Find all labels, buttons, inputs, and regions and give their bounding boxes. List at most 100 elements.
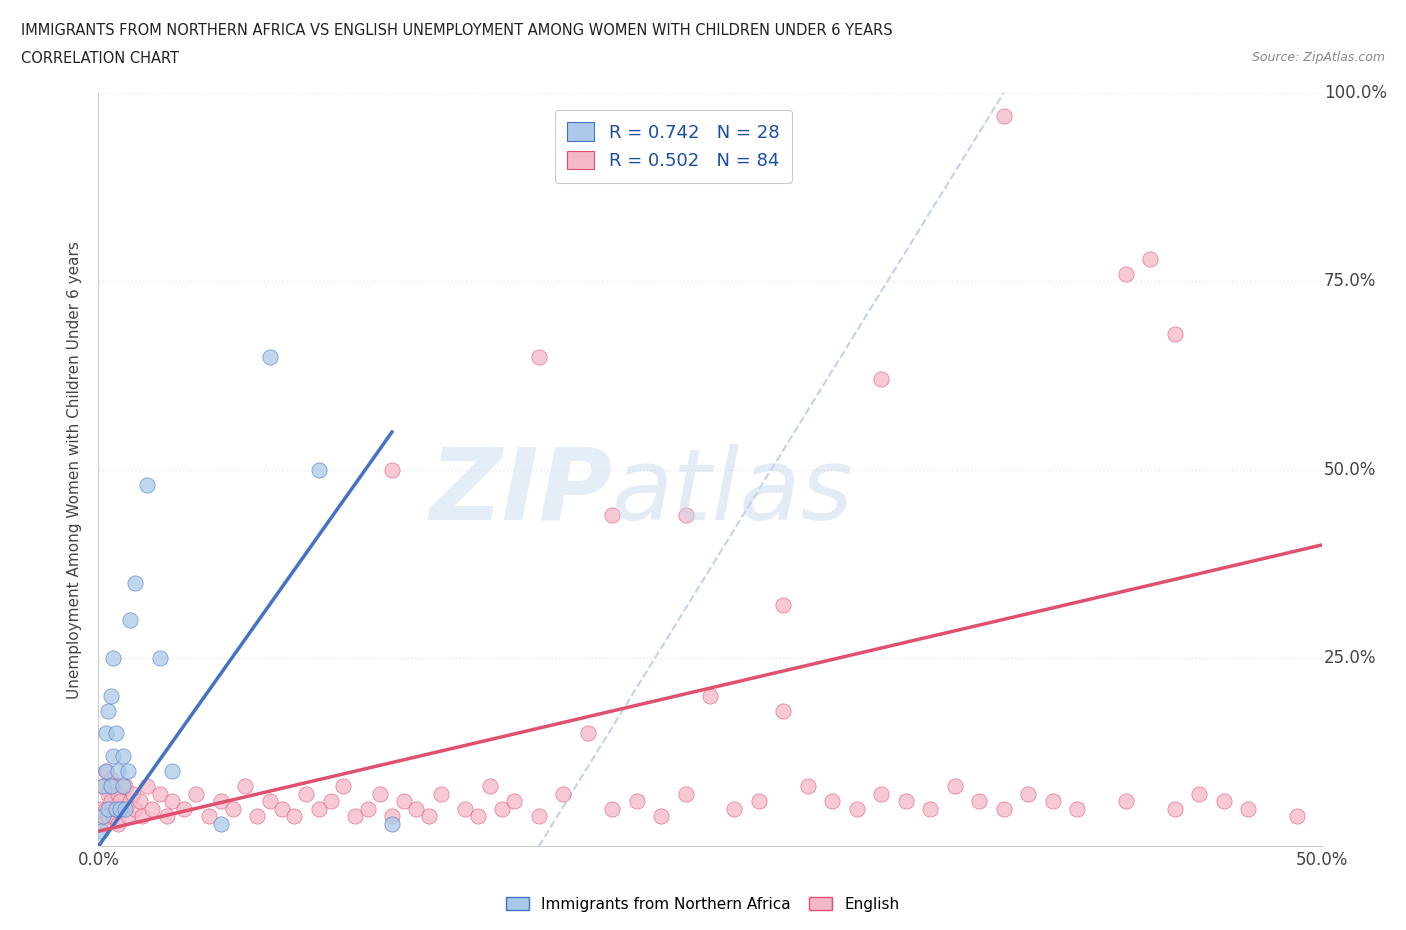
Point: [797, 778, 820, 793]
Text: ZIP: ZIP: [429, 444, 612, 540]
Point: [197, 809, 219, 824]
Point: [110, 802, 132, 817]
Point: [600, 508, 623, 523]
Point: [1164, 802, 1187, 817]
Point: [1188, 786, 1211, 801]
Point: [1017, 786, 1039, 801]
Point: [97, 802, 120, 817]
Point: [209, 817, 232, 831]
Point: [430, 786, 453, 801]
Point: [114, 778, 136, 793]
Point: [527, 349, 550, 364]
Point: [120, 613, 142, 628]
Text: CORRELATION CHART: CORRELATION CHART: [21, 51, 179, 66]
Point: [381, 817, 404, 831]
Point: [101, 749, 124, 764]
Point: [107, 764, 129, 778]
Point: [772, 598, 794, 613]
Point: [104, 726, 127, 741]
Point: [270, 802, 294, 817]
Point: [121, 786, 143, 801]
Point: [1212, 793, 1234, 808]
Point: [100, 778, 122, 793]
Point: [283, 809, 305, 824]
Point: [104, 802, 127, 817]
Point: [233, 778, 256, 793]
Point: [100, 771, 122, 786]
Point: [156, 809, 179, 824]
Point: [491, 802, 513, 817]
Point: [107, 786, 129, 801]
Point: [101, 651, 124, 666]
Point: [94, 802, 117, 817]
Text: 25.0%: 25.0%: [1324, 649, 1376, 667]
Point: [149, 651, 172, 666]
Point: [94, 764, 117, 778]
Point: [308, 802, 330, 817]
Legend: Immigrants from Northern Africa, English: Immigrants from Northern Africa, English: [501, 890, 905, 918]
Point: [120, 793, 142, 808]
Point: [675, 508, 697, 523]
Point: [527, 809, 550, 824]
Point: [454, 802, 477, 817]
Point: [821, 793, 844, 808]
Point: [344, 809, 367, 824]
Point: [101, 778, 124, 793]
Point: [894, 793, 917, 808]
Point: [97, 703, 120, 718]
Point: [332, 778, 354, 793]
Text: atlas: atlas: [612, 444, 853, 540]
Point: [943, 778, 966, 793]
Point: [124, 802, 146, 817]
Point: [110, 793, 132, 808]
Point: [111, 802, 134, 817]
Point: [993, 802, 1015, 817]
Point: [993, 108, 1015, 123]
Point: [1164, 326, 1187, 341]
Point: [392, 793, 416, 808]
Point: [870, 786, 893, 801]
Point: [111, 749, 134, 764]
Point: [308, 462, 330, 477]
Point: [173, 802, 195, 817]
Point: [104, 802, 127, 817]
Point: [1237, 802, 1260, 817]
Point: [97, 786, 120, 801]
Point: [117, 764, 139, 778]
Point: [136, 477, 159, 492]
Text: 100.0%: 100.0%: [1324, 84, 1388, 102]
Legend: R = 0.742   N = 28, R = 0.502   N = 84: R = 0.742 N = 28, R = 0.502 N = 84: [554, 110, 792, 182]
Point: [246, 809, 269, 824]
Point: [845, 802, 868, 817]
Point: [111, 778, 134, 793]
Point: [1066, 802, 1088, 817]
Point: [259, 349, 281, 364]
Point: [91, 817, 114, 831]
Point: [90, 802, 112, 817]
Point: [124, 575, 146, 591]
Point: [114, 802, 136, 817]
Point: [368, 786, 391, 801]
Point: [1115, 793, 1137, 808]
Point: [295, 786, 318, 801]
Point: [94, 726, 117, 741]
Point: [91, 778, 114, 793]
Point: [91, 809, 114, 824]
Point: [141, 802, 163, 817]
Point: [1139, 251, 1161, 266]
Point: [967, 793, 990, 808]
Point: [405, 802, 427, 817]
Point: [418, 809, 440, 824]
Point: [160, 764, 183, 778]
Point: [222, 802, 245, 817]
Point: [381, 809, 404, 824]
Point: [772, 703, 794, 718]
Point: [160, 793, 183, 808]
Y-axis label: Unemployment Among Women with Children Under 6 years: Unemployment Among Women with Children U…: [67, 241, 83, 698]
Point: [91, 778, 114, 793]
Point: [259, 793, 281, 808]
Point: [107, 817, 129, 831]
Point: [319, 793, 342, 808]
Point: [650, 809, 672, 824]
Point: [186, 786, 208, 801]
